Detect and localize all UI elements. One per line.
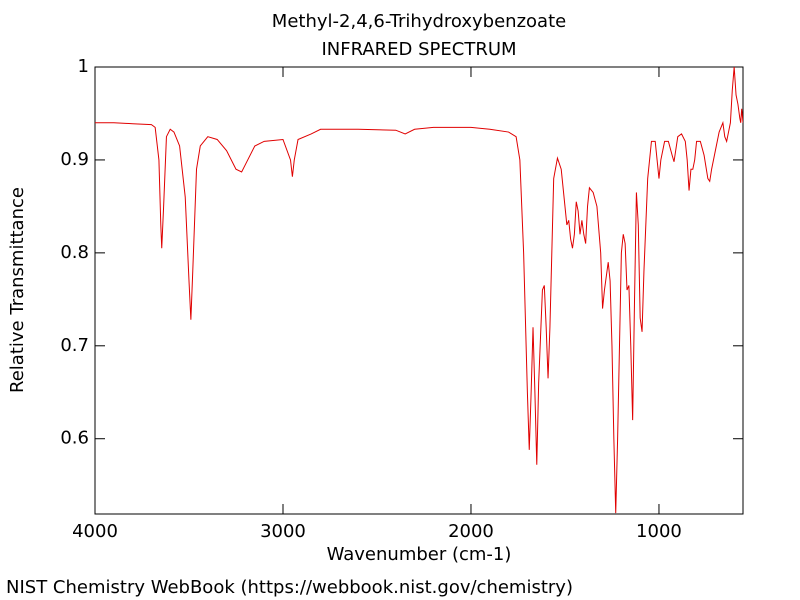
x-axis-label: Wavenumber (cm-1) [327,544,512,565]
y-tick-label: 0.6 [60,428,89,449]
x-tick-label: 3000 [260,521,306,542]
x-tick-label: 1000 [636,521,682,542]
x-tick-label: 4000 [72,521,118,542]
x-tick-label: 2000 [448,521,494,542]
y-tick-label: 0.7 [60,335,89,356]
plot-frame [94,66,744,515]
chart-subtitle: INFRARED SPECTRUM [321,39,516,60]
y-tick-label: 0.9 [60,149,89,170]
chart-title: Methyl-2,4,6-Trihydroxybenzoate [272,11,566,32]
y-tick-label: 1 [78,56,89,77]
y-axis-label: Relative Transmittance [7,187,28,393]
source-note: NIST Chemistry WebBook (https://webbook.… [6,577,573,598]
spectrum-line [95,67,743,514]
y-tick-label: 0.8 [60,242,89,263]
